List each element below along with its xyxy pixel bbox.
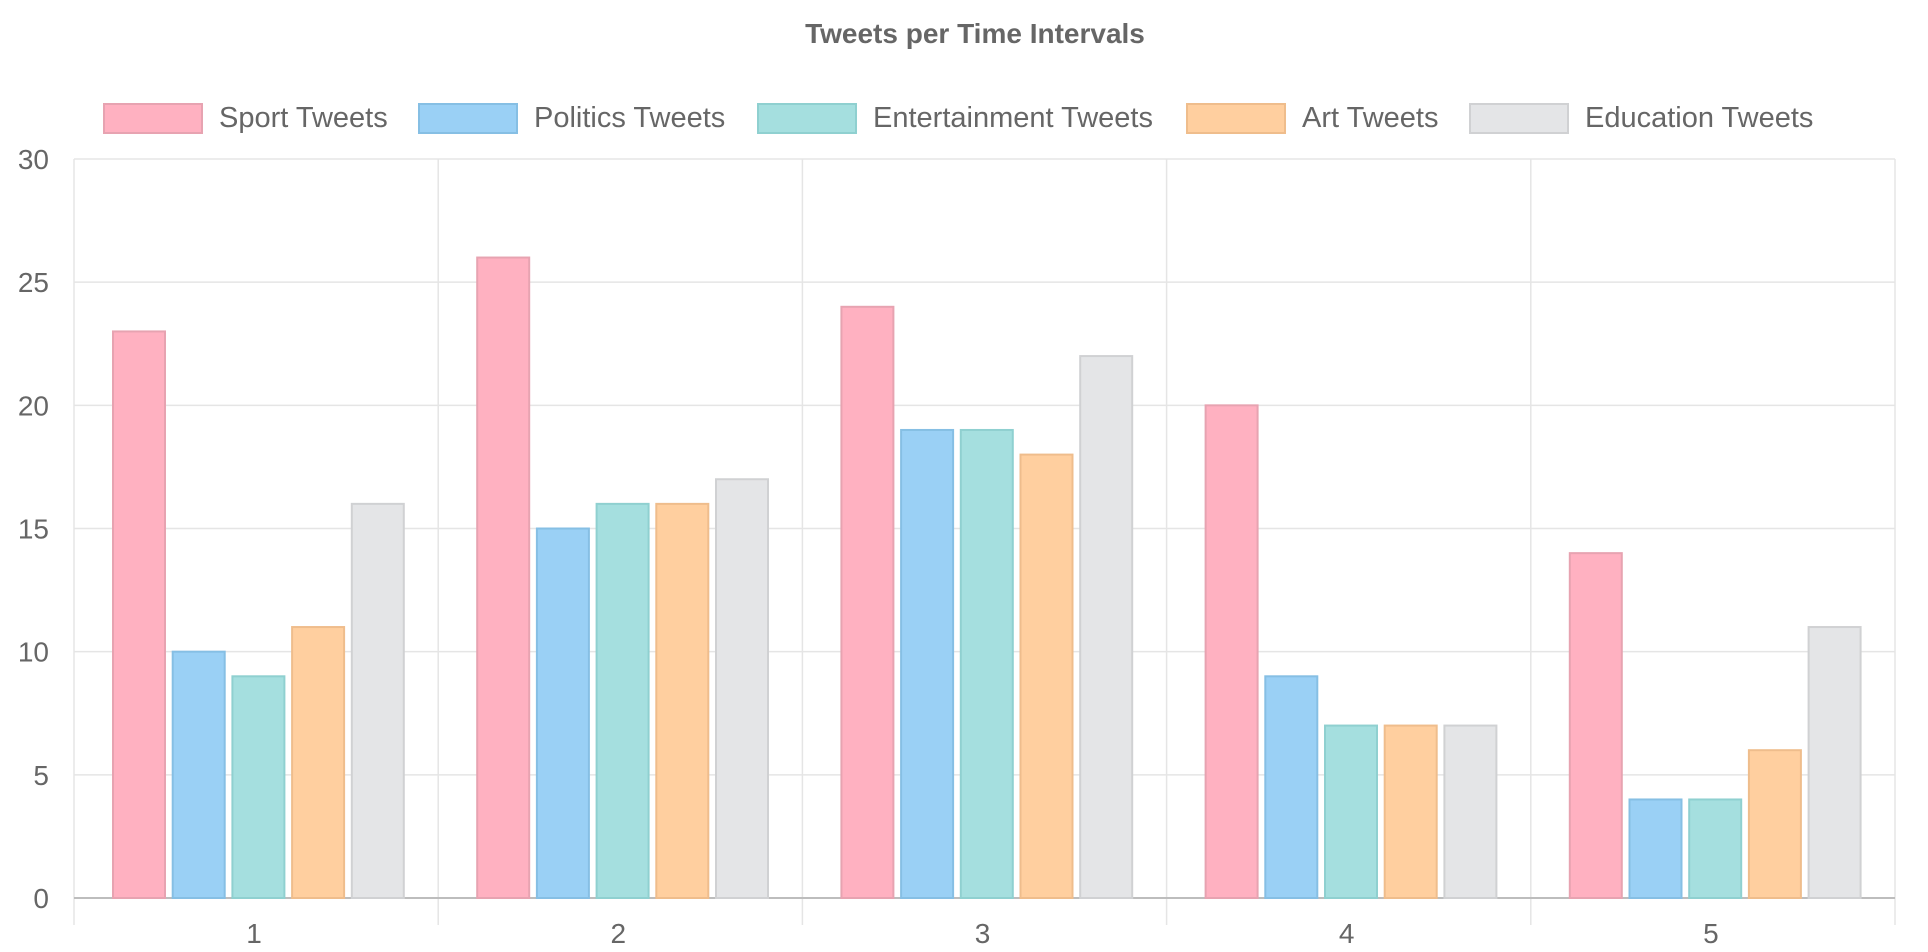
- bar: [655, 502, 710, 899]
- bar: [350, 502, 405, 899]
- bar: [535, 527, 590, 899]
- x-tick-label: 2: [611, 918, 627, 949]
- legend-swatch: [418, 103, 518, 134]
- bar: [1324, 724, 1378, 899]
- bar: [1807, 626, 1862, 899]
- legend-swatch: [1186, 103, 1286, 134]
- bar: [1383, 724, 1438, 899]
- bar: [476, 256, 531, 899]
- legend: Sport Tweets Politics Tweets Entertainment…: [103, 102, 1813, 134]
- legend-label: Sport Tweets: [219, 102, 388, 134]
- bars: [112, 256, 1862, 900]
- bar: [1443, 724, 1498, 899]
- legend-label: Education Tweets: [1585, 102, 1813, 134]
- bar: [1019, 453, 1074, 899]
- y-tick-label: 10: [18, 637, 49, 668]
- legend-swatch: [757, 103, 857, 134]
- x-tick-label: 3: [975, 918, 991, 949]
- legend-swatch: [1469, 103, 1569, 134]
- x-tick-label: 5: [1703, 918, 1719, 949]
- bar: [1747, 749, 1802, 900]
- bar: [1688, 798, 1743, 900]
- bar: [900, 428, 955, 899]
- bar: [231, 675, 286, 899]
- bar: [171, 650, 226, 900]
- chart-title: Tweets per Time Intervals: [805, 18, 1145, 49]
- y-tick-label: 15: [18, 514, 49, 545]
- legend-label: Entertainment Tweets: [873, 102, 1153, 134]
- bar: [959, 428, 1014, 899]
- bar: [291, 626, 346, 899]
- bar: [715, 478, 769, 899]
- bar: [1079, 355, 1134, 900]
- legend-label: Politics Tweets: [534, 102, 725, 134]
- bar: [112, 330, 166, 899]
- x-tick-label: 1: [246, 918, 262, 949]
- y-tick-label: 0: [33, 883, 49, 914]
- bar: [840, 305, 895, 899]
- y-tick-label: 20: [18, 390, 49, 421]
- y-tick-label: 25: [18, 267, 49, 298]
- y-tick-label: 30: [18, 144, 49, 175]
- tick-labels: 0 5 10 15 20 25 30 1 2 3 4 5: [18, 144, 1719, 949]
- y-tick-label: 5: [33, 760, 49, 791]
- bar: [1204, 404, 1259, 899]
- x-tick-label: 4: [1339, 918, 1355, 949]
- bar: [595, 502, 650, 899]
- legend-swatch: [103, 103, 203, 134]
- bar: [1568, 552, 1623, 900]
- bar: [1628, 798, 1683, 900]
- legend-label: Art Tweets: [1302, 102, 1438, 134]
- bar: [1264, 675, 1319, 899]
